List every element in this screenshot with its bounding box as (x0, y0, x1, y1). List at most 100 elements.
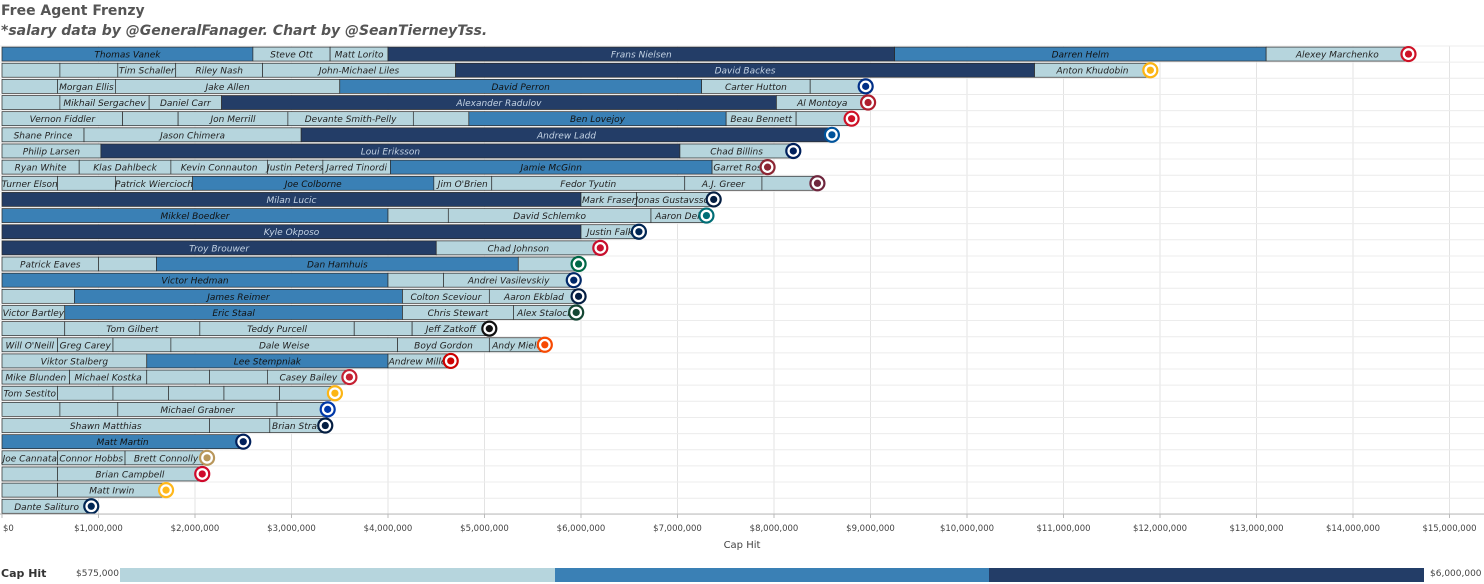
player-label: Steve Ott (270, 51, 313, 61)
player-label: David Backes (715, 67, 776, 77)
player-label: Andy Miele (491, 341, 542, 351)
team-logo-inner (447, 357, 455, 365)
player-label: Jarred Tinordi (324, 164, 387, 174)
bar-segment (1, 62, 61, 78)
player-label: Fedor Tyutin (560, 180, 616, 190)
x-axis-label: Cap Hit (724, 540, 761, 551)
player-label: Andrei Vasilevskiy (467, 277, 550, 287)
player-label: Greg Carey (60, 341, 112, 351)
x-axis: $0 $1,000,000 $2,000,000 $3,000,000 $4,000,0… (0, 513, 1484, 534)
player-label: Beau Bennett (730, 115, 792, 125)
x-tick-label: $10,000,000 (940, 524, 994, 534)
team-logo-inner (87, 502, 95, 510)
bar-segment (112, 385, 169, 401)
player-label: Patrick Eaves (20, 261, 81, 271)
player-label: Philip Larsen (23, 147, 81, 157)
x-tick-label: $15,000,000 (1422, 524, 1476, 534)
player-label: Mark Fraser (582, 196, 637, 206)
team-logo-inner (324, 405, 332, 413)
player-label: Aaron Dell (654, 212, 702, 222)
team-logo-inner (596, 244, 604, 252)
player-label: Jake Allen (203, 83, 249, 93)
x-tick-label: $12,000,000 (1133, 524, 1187, 534)
bar-segment (112, 337, 172, 353)
player-label: John-Michael Liles (317, 67, 400, 77)
player-label: Carter Hutton (725, 83, 787, 93)
player-label: Loui Eriksson (361, 147, 421, 157)
player-label: Kevin Connauton (181, 164, 258, 174)
x-tick-label: $13,000,000 (1229, 524, 1283, 534)
bar-segment (59, 402, 119, 417)
player-label: Lee Stempniak (234, 357, 302, 367)
player-label: Will O'Neill (5, 341, 54, 351)
team-logo-inner (813, 179, 822, 187)
bar-segment (279, 385, 336, 401)
x-tick-label: $2,000,000 (171, 524, 220, 534)
player-label: Patrick Wiercioch (115, 180, 193, 190)
legend-title: Cap Hit (1, 567, 47, 580)
player-label: Milan Lucic (267, 196, 317, 206)
player-label: Troy Brouwer (189, 244, 250, 254)
x-tick-label: $7,000,000 (653, 524, 702, 534)
player-label: Klas Dahlbeck (93, 164, 157, 174)
player-label: Alex Stalock (516, 309, 573, 319)
player-label: Ryan White (15, 164, 67, 174)
bar-segment (98, 256, 157, 272)
x-tick-label: $11,000,000 (1036, 524, 1090, 534)
player-label: Shane Prince (14, 131, 73, 141)
bar-segment (146, 369, 210, 385)
chart-title: Free Agent Frenzy (1, 3, 145, 19)
player-label: Dante Salituro (14, 503, 79, 513)
player-label: David Perron (491, 83, 550, 93)
player-label: Morgan Ellis (59, 83, 114, 93)
team-logo-inner (828, 131, 836, 139)
team-logo-inner (572, 308, 580, 317)
bar-segment (353, 321, 413, 336)
player-label: Teddy Purcell (247, 325, 307, 335)
player-label: Tom Sestito (3, 390, 56, 400)
player-label: Joe Cannata (1, 454, 57, 464)
player-label: Eric Staal (212, 309, 255, 319)
team-logo-inner (162, 486, 170, 494)
team-logo-inner (345, 373, 353, 381)
team-logo-inner (331, 389, 339, 397)
team-logo-inner (574, 292, 583, 300)
bar-segment (168, 385, 225, 401)
player-label: Daniel Carr (160, 99, 212, 109)
bar-segment (122, 111, 179, 127)
bar-segment (1, 321, 66, 336)
player-label: Viktor Stalberg (41, 357, 109, 367)
x-tick-label: $3,000,000 (267, 524, 316, 534)
player-label: Riley Nash (195, 67, 243, 77)
team-logo-inner (862, 82, 870, 90)
player-label: Dan Hamhuis (307, 261, 368, 271)
legend-swatch-mid (554, 568, 990, 582)
player-label: Chad Johnson (488, 244, 550, 254)
x-tick-label: $5,000,000 (460, 524, 509, 534)
grid-lines (0, 45, 1484, 515)
x-tick-label: $4,000,000 (364, 524, 413, 534)
legend-swatch-low (120, 568, 555, 582)
player-label: Mikkel Boedker (161, 212, 231, 222)
player-label: Connor Hobbs (59, 454, 123, 464)
bar-segment (795, 111, 852, 127)
bar-segment (59, 62, 119, 78)
player-label: Michael Grabner (160, 406, 235, 416)
player-label: Ben Lovejoy (570, 115, 626, 125)
player-label: Colton Sceviour (410, 293, 482, 303)
bar-segment (57, 175, 116, 191)
player-label: Frans Nielsen (611, 51, 672, 61)
team-logo-inner (789, 147, 797, 155)
bar-segment (387, 272, 444, 288)
team-logo-inner (864, 98, 872, 107)
player-label: Aaron Ekblad (503, 293, 564, 303)
player-label: Jon Merrill (209, 115, 256, 125)
team-logo-inner (635, 228, 643, 236)
bar-segment (1, 288, 75, 304)
player-label: Dale Weise (259, 341, 310, 351)
player-label: Jonas Gustavsson (633, 196, 715, 206)
x-tick-label: $8,000,000 (750, 524, 799, 534)
legend-min-label: $575,000 (76, 569, 119, 579)
x-tick-label: $0 (3, 524, 14, 534)
legend-swatch-high (989, 568, 1425, 582)
